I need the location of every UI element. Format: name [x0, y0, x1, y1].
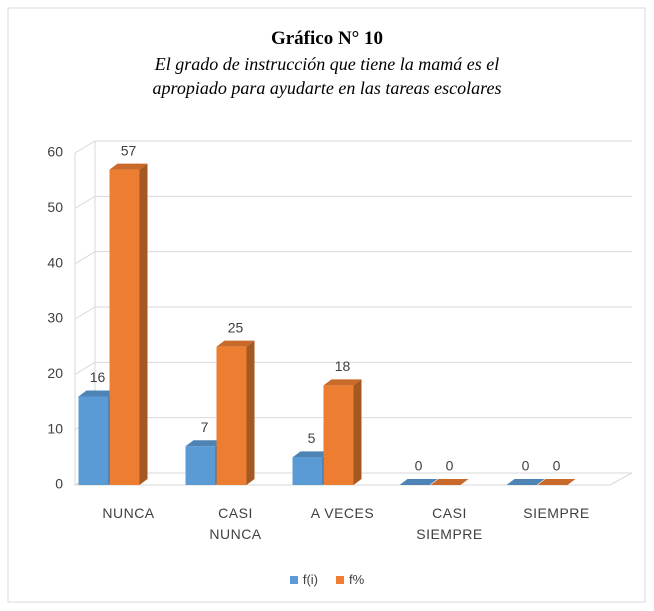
bar-side	[246, 340, 255, 485]
grid-line	[74, 195, 632, 209]
x-tick-label: CASI SIEMPRE	[416, 505, 483, 542]
grid-line	[74, 306, 632, 320]
data-label: 18	[335, 358, 351, 374]
bar	[216, 340, 255, 485]
legend-swatch	[289, 576, 298, 584]
chart-border	[7, 7, 646, 603]
floor-line	[609, 472, 633, 486]
bar	[399, 479, 438, 485]
chart-subtitle: El grado de instrucción que tiene la mam…	[152, 54, 502, 98]
bar-top	[323, 379, 362, 386]
y-tick-label: 20	[47, 365, 63, 381]
grid-line	[74, 361, 632, 375]
bar	[323, 379, 362, 485]
y-tick-label: 60	[47, 144, 63, 160]
data-label: 7	[201, 419, 209, 435]
data-label: 25	[228, 319, 244, 335]
data-label: 0	[553, 458, 561, 474]
x-tick-label: SIEMPRE	[523, 505, 590, 521]
legend-swatch	[336, 576, 344, 584]
bar-top	[506, 479, 545, 485]
bar-top	[216, 340, 255, 347]
data-label: 5	[308, 430, 316, 446]
bar-top	[430, 479, 469, 485]
bar-top	[537, 479, 576, 485]
bar-front	[323, 385, 354, 485]
bar	[506, 479, 545, 485]
bar-side	[353, 379, 362, 485]
data-label: 0	[446, 458, 454, 474]
data-label: 57	[121, 142, 137, 158]
bar	[109, 163, 148, 485]
bar	[537, 479, 576, 485]
y-tick-label: 40	[47, 254, 63, 270]
legend: f(i) f%	[0, 572, 654, 587]
bar	[430, 479, 469, 485]
legend-item: f%	[336, 572, 364, 587]
legend-label: f%	[349, 572, 365, 587]
x-tick-label: NUNCA	[102, 505, 155, 521]
bar-front	[216, 346, 247, 485]
bar-top	[292, 451, 331, 458]
y-tick-label: 0	[55, 476, 63, 492]
data-label: 0	[522, 458, 530, 474]
y-tick-label: 10	[47, 420, 63, 436]
data-label: 0	[415, 458, 423, 474]
y-tick-label: 30	[47, 310, 63, 326]
bar	[185, 440, 224, 485]
y-tick-label: 50	[47, 199, 63, 215]
bar-top	[185, 440, 224, 447]
bar-front	[292, 457, 323, 485]
x-tick-label: A VECES	[310, 505, 375, 521]
grid-line	[74, 251, 632, 265]
x-tick-label: CASI NUNCA	[209, 505, 262, 542]
bar-front	[78, 396, 109, 485]
legend-label: f(i)	[302, 572, 318, 587]
bar-top	[399, 479, 438, 485]
bar-top	[109, 163, 148, 170]
legend-item: f(i)	[289, 572, 318, 587]
grid-line	[74, 140, 632, 154]
bar-front	[185, 446, 216, 485]
bar-top	[78, 390, 117, 397]
chart-title: Gráfico N° 10	[270, 28, 384, 49]
bar-front	[109, 169, 140, 485]
data-label: 16	[90, 369, 106, 385]
bar-side	[139, 163, 148, 485]
